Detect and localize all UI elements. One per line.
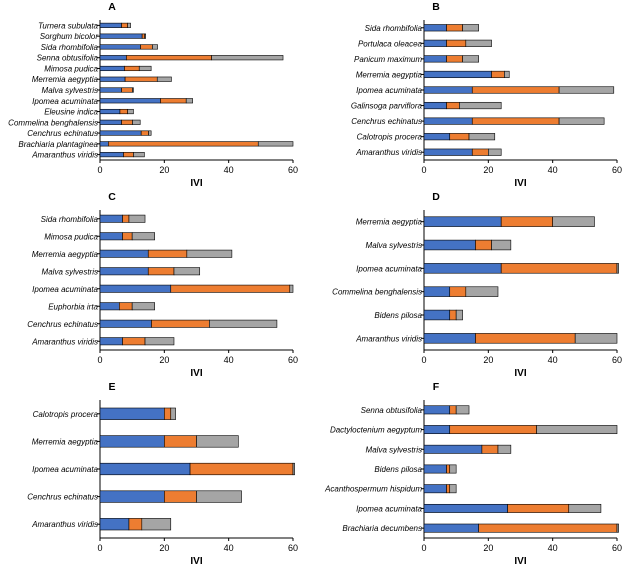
svg-text:Ipomea acuminata: Ipomea acuminata [356,504,422,513]
svg-text:60: 60 [612,355,622,365]
svg-text:Sorghum bicolor: Sorghum bicolor [40,32,99,41]
svg-text:Amaranthus viridis: Amaranthus viridis [355,334,422,343]
svg-text:Portulaca oleacea: Portulaca oleacea [358,39,423,48]
svg-text:Cenchrus echinatus: Cenchrus echinatus [351,117,422,126]
svg-text:Bidens pilosa: Bidens pilosa [374,311,422,320]
svg-text:0: 0 [97,355,102,365]
svg-text:Turnera subulata: Turnera subulata [38,21,98,30]
svg-text:Ipomea acuminata: Ipomea acuminata [32,285,98,294]
svg-text:Merremia aegyptia: Merremia aegyptia [356,218,423,227]
svg-text:0: 0 [97,165,102,175]
svg-text:60: 60 [288,355,298,365]
svg-text:IVI: IVI [190,368,202,379]
svg-text:40: 40 [224,355,234,365]
svg-text:Amaranthus viridis: Amaranthus viridis [355,148,422,157]
svg-text:Merremia aegyptia: Merremia aegyptia [32,437,99,446]
svg-text:IVI: IVI [514,556,526,567]
svg-text:40: 40 [224,543,234,553]
svg-text:Acanthospermum hispidum: Acanthospermum hispidum [324,485,422,494]
svg-text:Malva sylvestris: Malva sylvestris [366,445,422,454]
svg-text:Calotropis procera: Calotropis procera [33,410,99,419]
svg-text:Dactyloctenium aegyptum: Dactyloctenium aegyptum [330,426,422,435]
svg-text:F: F [433,381,440,393]
svg-text:20: 20 [159,165,169,175]
svg-text:20: 20 [159,355,169,365]
svg-text:Bidens pilosa: Bidens pilosa [374,465,422,474]
svg-text:Galinsoga parviflora: Galinsoga parviflora [351,102,423,111]
svg-text:0: 0 [421,543,426,553]
svg-text:E: E [108,381,115,393]
svg-text:0: 0 [421,355,426,365]
svg-text:Mimosa pudica: Mimosa pudica [44,232,98,241]
svg-text:Cenchrus echinatus: Cenchrus echinatus [27,320,98,329]
svg-text:Ipomea acuminata: Ipomea acuminata [356,264,422,273]
svg-text:40: 40 [548,355,558,365]
svg-text:Amaranthus viridis: Amaranthus viridis [31,151,98,160]
svg-text:Malva sylvestris: Malva sylvestris [366,241,422,250]
svg-text:Merremia aegyptia: Merremia aegyptia [32,250,99,259]
svg-text:D: D [432,191,440,203]
svg-text:20: 20 [483,355,493,365]
svg-text:Calotropis procera: Calotropis procera [357,133,423,142]
svg-text:IVI: IVI [514,368,526,379]
svg-text:Brachiaria plantaginea: Brachiaria plantaginea [18,140,98,149]
svg-text:40: 40 [224,165,234,175]
svg-text:60: 60 [612,543,622,553]
svg-text:Panicum maximum: Panicum maximum [354,55,422,64]
svg-text:Merremia aegyptia: Merremia aegyptia [356,70,423,79]
svg-text:40: 40 [548,165,558,175]
svg-text:20: 20 [483,165,493,175]
svg-text:IVI: IVI [190,556,202,567]
svg-text:60: 60 [288,165,298,175]
svg-text:Amaranthus viridis: Amaranthus viridis [31,520,98,529]
svg-text:Malva sylvestris: Malva sylvestris [42,267,98,276]
svg-text:Sida rhombifolia: Sida rhombifolia [41,43,99,52]
svg-text:40: 40 [548,543,558,553]
svg-text:C: C [108,191,116,203]
svg-text:20: 20 [159,543,169,553]
svg-text:Brachiaria decumbens: Brachiaria decumbens [342,524,422,533]
svg-text:Cenchrus echinatus: Cenchrus echinatus [27,129,98,138]
svg-text:Cenchrus echinatus: Cenchrus echinatus [27,493,98,502]
svg-text:Sida rhombifolia: Sida rhombifolia [365,24,423,33]
svg-text:Ipomea acuminata: Ipomea acuminata [32,465,98,474]
svg-text:Ipomea acuminata: Ipomea acuminata [356,86,422,95]
svg-text:20: 20 [483,543,493,553]
svg-text:Ipomea acuminata: Ipomea acuminata [32,97,98,106]
svg-text:IVI: IVI [514,178,526,189]
svg-text:Commelina benghalensis: Commelina benghalensis [332,288,422,297]
svg-text:Senna obtusifolia: Senna obtusifolia [37,54,99,63]
svg-text:60: 60 [612,165,622,175]
svg-text:0: 0 [421,165,426,175]
svg-text:Eleusine indica: Eleusine indica [44,108,98,117]
svg-text:Euphorbia irta: Euphorbia irta [48,302,98,311]
svg-text:Mimosa pudica: Mimosa pudica [44,64,98,73]
svg-text:IVI: IVI [190,178,202,189]
svg-text:B: B [432,1,440,13]
svg-text:Amaranthus viridis: Amaranthus viridis [31,337,98,346]
svg-text:0: 0 [97,543,102,553]
svg-text:A: A [108,1,116,13]
svg-text:Merremia aegyptia: Merremia aegyptia [32,75,99,84]
svg-text:Senna obtusifolia: Senna obtusifolia [361,406,423,415]
svg-text:Sida rhombifolia: Sida rhombifolia [41,215,99,224]
svg-text:Malva sylvestris: Malva sylvestris [42,86,98,95]
svg-text:60: 60 [288,543,298,553]
svg-text:Commelina benghalensis: Commelina benghalensis [8,118,98,127]
